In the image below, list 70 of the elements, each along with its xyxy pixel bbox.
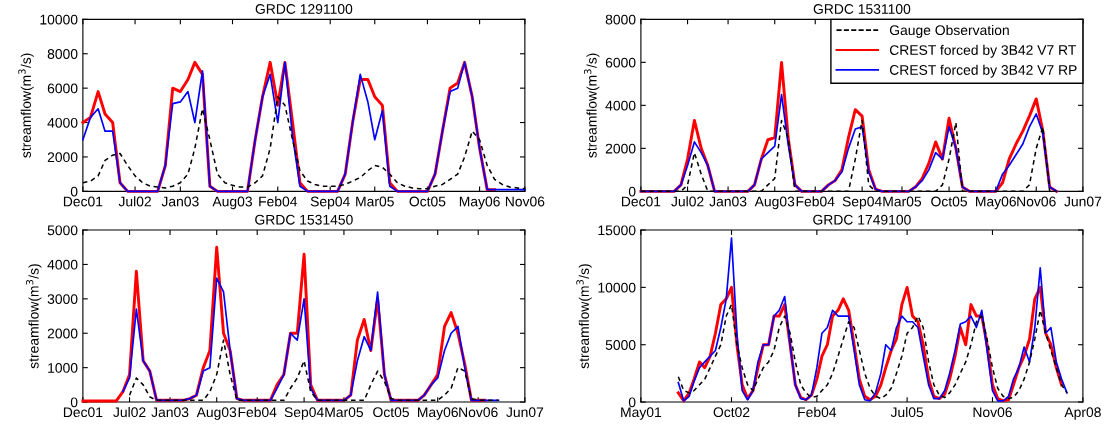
x-tick-label: Nov06 bbox=[459, 407, 498, 418]
x-tick-label: Aug03 bbox=[212, 196, 252, 210]
chart-title: GRDC 1531450 bbox=[255, 214, 353, 225]
x-tick-label: Oct05 bbox=[373, 407, 409, 418]
x-tick-label: Dec01 bbox=[63, 196, 103, 207]
chart-title: GRDC 1749100 bbox=[813, 214, 911, 225]
chart-title: GRDC 1291100 bbox=[255, 4, 353, 14]
y-tick-label: 8000 bbox=[605, 14, 636, 25]
y-tick-label: 2000 bbox=[605, 143, 636, 154]
legend-label: CREST forced by 3B42 V7 RT bbox=[889, 44, 1077, 58]
y-tick-label: 2000 bbox=[47, 328, 78, 339]
x-tick-label: May06 bbox=[976, 196, 1016, 210]
y-tick-label: 15000 bbox=[598, 225, 636, 236]
x-tick-label: Oct05 bbox=[931, 196, 968, 207]
x-tick-label: Jul02 bbox=[671, 196, 704, 207]
y-tick-label: 5000 bbox=[605, 340, 636, 350]
x-tick-label: Nov06 bbox=[973, 407, 1012, 418]
x-tick-label: Jul02 bbox=[113, 406, 146, 418]
x-tick-label: Dec01 bbox=[621, 196, 661, 207]
x-tick-label: Mar05 bbox=[356, 196, 394, 207]
y-tick-label: 0 bbox=[628, 186, 636, 197]
y-axis-title: streamflow(m$^{3}$/s) bbox=[26, 264, 42, 369]
x-tick-label: Aug03 bbox=[196, 407, 237, 420]
x-tick-label: Nov06 bbox=[505, 196, 545, 207]
x-tick-label: Jan03 bbox=[151, 407, 189, 418]
y-axis-title: streamflow(m$^{3}$/s) bbox=[576, 264, 592, 369]
y-axis-title: streamflow(m$^{3}$/s) bbox=[18, 53, 34, 158]
x-tick-label: Aug03 bbox=[754, 196, 795, 210]
x-tick-label: Feb04 bbox=[259, 196, 298, 207]
x-tick-label: Feb04 bbox=[798, 406, 837, 418]
x-tick-label: Apr08 bbox=[1064, 407, 1101, 420]
y-tick-label: 0 bbox=[70, 397, 78, 408]
x-tick-label: Jul02 bbox=[118, 196, 151, 207]
y-tick-label: 8000 bbox=[47, 49, 78, 59]
x-tick-label: Oct02 bbox=[713, 407, 750, 418]
legend-label: Gauge Observation bbox=[889, 24, 1009, 38]
y-tick-label: 5000 bbox=[47, 225, 78, 236]
x-tick-label: Sep04 bbox=[310, 196, 350, 210]
y-axis-title: streamflow(m$^{3}$/s) bbox=[584, 53, 600, 158]
y-tick-label: 3000 bbox=[47, 294, 78, 305]
y-tick-label: 0 bbox=[70, 186, 78, 197]
legend-label: CREST forced by 3B42 V7 RP bbox=[889, 64, 1077, 78]
y-tick-label: 0 bbox=[628, 397, 636, 408]
x-tick-label: Nov06 bbox=[1017, 196, 1056, 207]
x-tick-label: Feb04 bbox=[796, 196, 835, 207]
y-tick-label: 4000 bbox=[47, 259, 78, 270]
x-tick-label: May06 bbox=[418, 407, 458, 420]
x-tick-label: Mar05 bbox=[325, 407, 364, 418]
x-tick-label: Jun07 bbox=[1064, 196, 1102, 207]
x-tick-label: Sep04 bbox=[284, 407, 324, 420]
x-tick-label: Mar05 bbox=[883, 196, 922, 207]
y-tick-label: 6000 bbox=[605, 57, 636, 68]
y-tick-label: 1000 bbox=[48, 362, 78, 373]
y-tick-label: 6000 bbox=[47, 83, 78, 94]
y-tick-label: 4000 bbox=[605, 100, 636, 111]
x-tick-label: Jan03 bbox=[161, 196, 199, 207]
x-tick-label: Feb04 bbox=[238, 406, 277, 418]
x-tick-label: Oct05 bbox=[409, 196, 446, 207]
x-tick-label: May06 bbox=[459, 196, 500, 210]
y-tick-label: 10000 bbox=[40, 14, 78, 25]
x-tick-label: Dec01 bbox=[63, 407, 103, 418]
y-tick-label: 4000 bbox=[47, 117, 78, 128]
x-tick-label: May01 bbox=[621, 407, 662, 420]
y-tick-label: 2000 bbox=[47, 152, 78, 163]
chart-title: GRDC 1531100 bbox=[813, 4, 911, 14]
x-tick-label: Jan03 bbox=[709, 196, 747, 207]
x-tick-label: Sep04 bbox=[842, 196, 882, 210]
x-tick-label: Jun07 bbox=[506, 407, 544, 418]
x-tick-label: Jul05 bbox=[890, 406, 924, 418]
y-tick-label: 10000 bbox=[598, 282, 636, 293]
